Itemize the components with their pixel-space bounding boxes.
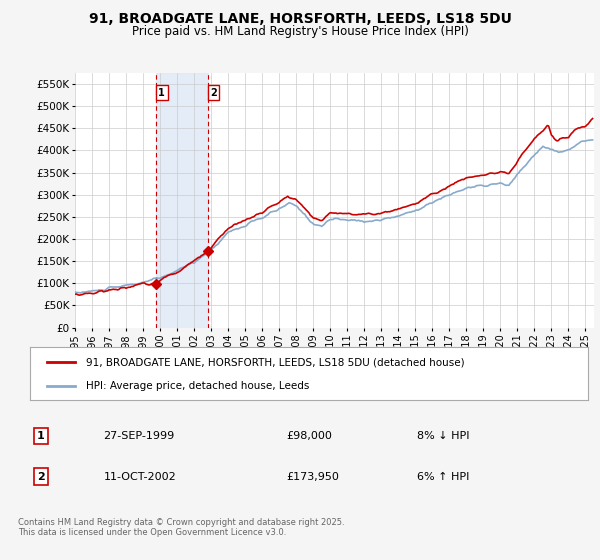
Text: £98,000: £98,000 — [286, 431, 332, 441]
Text: 8% ↓ HPI: 8% ↓ HPI — [417, 431, 470, 441]
Bar — [156, 73, 208, 328]
Text: 27-SEP-1999: 27-SEP-1999 — [104, 431, 175, 441]
Text: 11-OCT-2002: 11-OCT-2002 — [104, 472, 176, 482]
Text: Contains HM Land Registry data © Crown copyright and database right 2025.
This d: Contains HM Land Registry data © Crown c… — [18, 518, 344, 538]
Text: £173,950: £173,950 — [286, 472, 339, 482]
Text: HPI: Average price, detached house, Leeds: HPI: Average price, detached house, Leed… — [86, 380, 309, 390]
Text: 91, BROADGATE LANE, HORSFORTH, LEEDS, LS18 5DU: 91, BROADGATE LANE, HORSFORTH, LEEDS, LS… — [89, 12, 511, 26]
Text: 6% ↑ HPI: 6% ↑ HPI — [417, 472, 469, 482]
Text: 2: 2 — [37, 472, 44, 482]
Text: 1: 1 — [158, 88, 165, 98]
Text: 91, BROADGATE LANE, HORSFORTH, LEEDS, LS18 5DU (detached house): 91, BROADGATE LANE, HORSFORTH, LEEDS, LS… — [86, 357, 464, 367]
Text: 2: 2 — [210, 88, 217, 98]
Text: 1: 1 — [37, 431, 44, 441]
Text: Price paid vs. HM Land Registry's House Price Index (HPI): Price paid vs. HM Land Registry's House … — [131, 25, 469, 38]
